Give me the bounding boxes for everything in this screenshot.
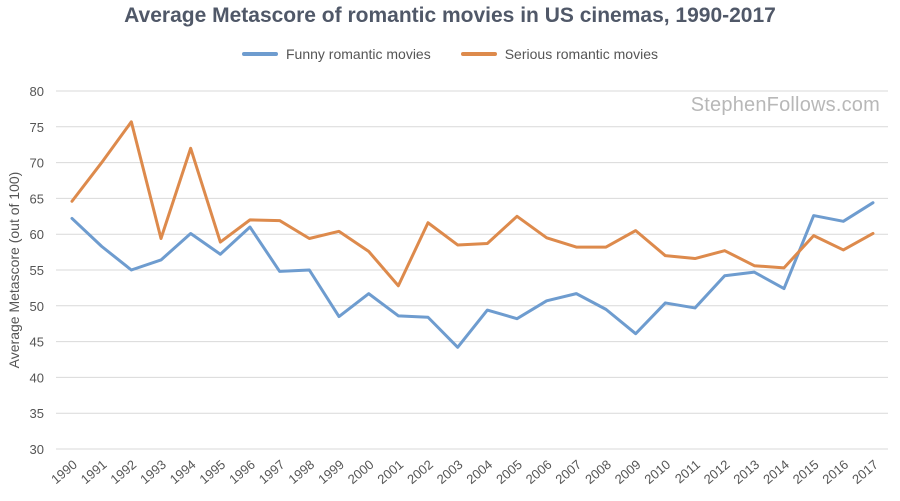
- y-tick-label: 30: [30, 442, 44, 457]
- x-tick-label: 2001: [374, 457, 406, 487]
- x-tick-label: 1999: [315, 457, 347, 487]
- x-tick-label: 1993: [137, 457, 169, 487]
- chart-legend: Funny romantic movies Serious romantic m…: [0, 46, 900, 62]
- x-tick-label: 2006: [523, 457, 555, 487]
- x-tick-label: 1998: [285, 457, 317, 487]
- x-tick-label: 1995: [196, 457, 228, 487]
- x-tick-label: 1992: [107, 457, 139, 487]
- x-tick-label: 2003: [434, 457, 466, 487]
- x-tick-label: 2002: [404, 457, 436, 487]
- x-tick-label: 1996: [226, 457, 258, 487]
- chart-title: Average Metascore of romantic movies in …: [124, 4, 776, 27]
- x-tick-label: 2015: [790, 457, 822, 487]
- y-tick-label: 50: [30, 299, 44, 314]
- series-line-serious: [70, 120, 875, 288]
- x-tick-label: 1991: [78, 457, 110, 487]
- legend-item-funny: Funny romantic movies: [242, 46, 431, 62]
- legend-item-serious: Serious romantic movies: [460, 46, 658, 62]
- legend-swatch-funny: [242, 52, 278, 56]
- y-tick-label: 45: [30, 335, 44, 350]
- legend-swatch-serious: [460, 52, 497, 56]
- watermark: StephenFollows.com: [690, 94, 880, 116]
- legend-label-serious: Serious romantic movies: [504, 46, 658, 62]
- series-line-funny: [70, 201, 875, 349]
- x-tick-label: 1994: [167, 457, 199, 487]
- x-tick-label: 1997: [256, 457, 288, 487]
- legend-label-funny: Funny romantic movies: [286, 46, 431, 62]
- x-tick-label: 2010: [641, 457, 673, 487]
- x-tick-label: 1990: [48, 457, 80, 487]
- y-tick-label: 60: [30, 227, 44, 242]
- x-tick-label: 2017: [849, 457, 881, 487]
- x-tick-label: 2014: [760, 457, 792, 487]
- y-axis-label: Average Metascore (out of 100): [6, 172, 22, 369]
- x-tick-label: 2008: [582, 457, 614, 487]
- y-tick-label: 80: [30, 84, 44, 99]
- x-tick-label: 2007: [552, 457, 584, 487]
- x-tick-label: 2005: [493, 457, 525, 487]
- x-tick-label: 2000: [345, 457, 377, 487]
- y-tick-label: 40: [30, 370, 44, 385]
- x-tick-label: 2013: [730, 457, 762, 487]
- x-tick-label: 2011: [672, 457, 703, 486]
- y-tick-label: 75: [30, 120, 44, 135]
- y-tick-label: 70: [30, 156, 44, 171]
- y-tick-label: 55: [30, 263, 44, 278]
- x-tick-label: 2012: [701, 457, 733, 487]
- x-tick-label: 2004: [463, 457, 495, 487]
- x-tick-label: 2009: [612, 457, 644, 487]
- y-tick-label: 35: [30, 406, 44, 421]
- x-tick-label: 2016: [819, 457, 851, 487]
- y-tick-label: 65: [30, 191, 44, 206]
